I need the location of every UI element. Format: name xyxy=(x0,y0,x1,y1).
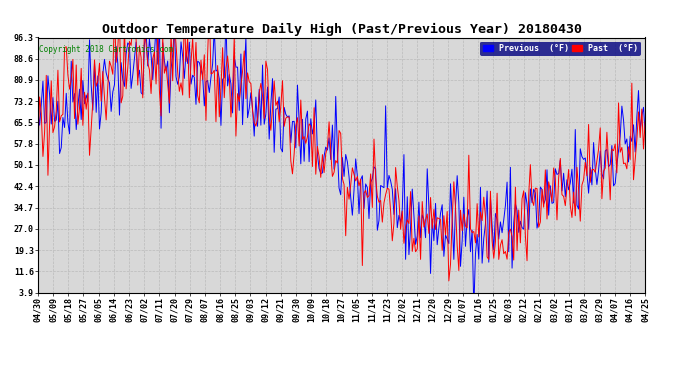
Past  (°F) xyxy=(159,35,167,40)
Past  (°F) xyxy=(94,79,102,83)
Previous  (°F) xyxy=(451,203,460,208)
Legend: Previous  (°F), Past  (°F): Previous (°F), Past (°F) xyxy=(480,42,641,56)
Title: Outdoor Temperature Daily High (Past/Previous Year) 20180430: Outdoor Temperature Daily High (Past/Pre… xyxy=(101,23,582,36)
Text: Copyright 2018 Cartronics.com: Copyright 2018 Cartronics.com xyxy=(39,45,172,54)
Previous  (°F) xyxy=(641,131,649,135)
Past  (°F) xyxy=(205,6,213,10)
Previous  (°F) xyxy=(363,185,371,190)
Previous  (°F) xyxy=(470,307,478,311)
Previous  (°F) xyxy=(159,40,167,45)
Past  (°F) xyxy=(137,55,145,60)
Previous  (°F) xyxy=(137,90,145,95)
Past  (°F) xyxy=(453,243,462,248)
Previous  (°F) xyxy=(221,17,230,21)
Past  (°F) xyxy=(445,279,453,283)
Past  (°F) xyxy=(486,189,495,194)
Past  (°F) xyxy=(641,119,649,124)
Line: Previous  (°F): Previous (°F) xyxy=(38,19,645,309)
Past  (°F) xyxy=(363,195,371,200)
Line: Past  (°F): Past (°F) xyxy=(38,8,645,281)
Previous  (°F) xyxy=(34,108,42,113)
Previous  (°F) xyxy=(486,195,495,200)
Past  (°F) xyxy=(34,148,42,152)
Previous  (°F) xyxy=(94,74,102,78)
